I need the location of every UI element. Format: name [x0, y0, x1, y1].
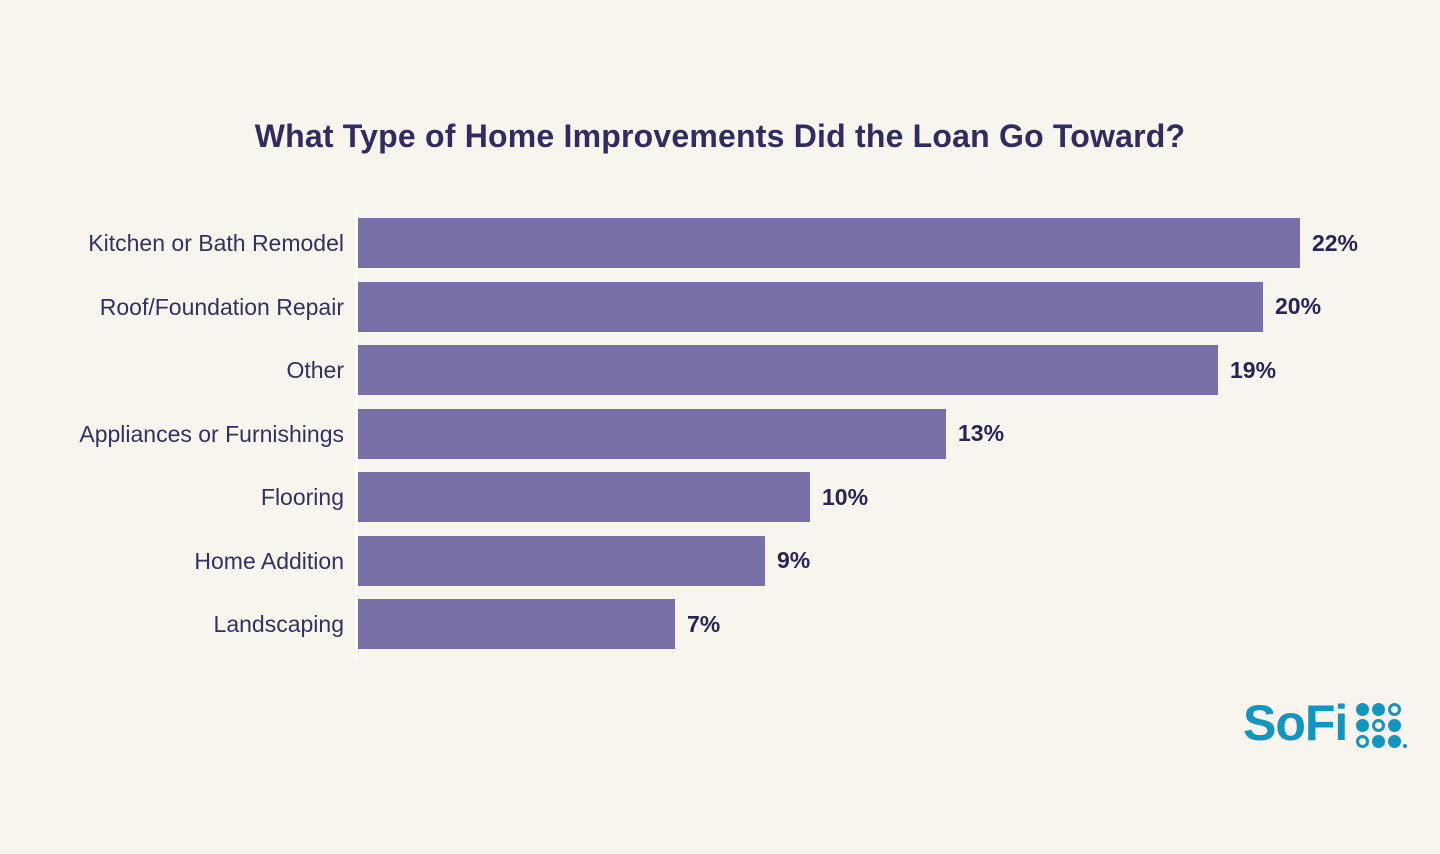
- bar: [358, 218, 1300, 268]
- sofi-dot-filled: [1372, 702, 1386, 716]
- bar-row: Flooring 10%: [261, 472, 1358, 522]
- value-label: 7%: [687, 610, 721, 637]
- bar-row: Kitchen or Bath Remodel 22%: [88, 218, 1358, 268]
- value-label: 22%: [1311, 229, 1358, 256]
- bar: [358, 408, 946, 459]
- sofi-dot-filled: [1356, 702, 1370, 716]
- bar: [358, 599, 675, 649]
- category-label: Home Addition: [194, 547, 344, 574]
- sofi-dot-filled: [1388, 734, 1402, 748]
- bar-row: Landscaping 7%: [214, 599, 1358, 649]
- value-label: 19%: [1230, 356, 1277, 383]
- sofi-dot-outline: [1372, 718, 1386, 732]
- category-label: Appliances or Furnishings: [79, 420, 344, 447]
- bar-row: Other 19%: [286, 345, 1358, 395]
- category-label: Flooring: [260, 484, 344, 510]
- value-label: 9%: [777, 547, 811, 573]
- sofi-dot-outline: [1388, 702, 1402, 716]
- chart-title: What Type of Home Improvements Did the L…: [254, 118, 1186, 154]
- value-label: 20%: [1275, 293, 1322, 319]
- category-label: Kitchen or Bath Remodel: [88, 230, 344, 256]
- sofi-dot-outline: [1356, 734, 1370, 748]
- bar: [358, 472, 810, 522]
- value-label: 10%: [822, 483, 869, 510]
- sofi-trademark-dot: [1403, 743, 1408, 748]
- bar-chart: Kitchen or Bath Remodel 22% Roof/Foundatio…: [79, 218, 1358, 649]
- bar: [358, 345, 1218, 395]
- sofi-logo: SoFi: [1243, 695, 1408, 751]
- sofi-dot-grid-icon: [1356, 702, 1408, 748]
- bar-row: Appliances or Furnishings 13%: [79, 408, 1358, 459]
- bar-row: Roof/Foundation Repair 20%: [100, 281, 1358, 332]
- category-label: Roof/Foundation Repair: [99, 293, 344, 320]
- sofi-dot-filled: [1356, 718, 1370, 732]
- sofi-dot-filled: [1388, 718, 1402, 732]
- sofi-dot-filled: [1372, 734, 1386, 748]
- bar: [358, 281, 1263, 332]
- sofi-wordmark: SoFi: [1243, 695, 1348, 751]
- bar-row: Home Addition 9%: [194, 535, 1358, 586]
- value-label: 13%: [958, 420, 1005, 446]
- bar: [358, 535, 765, 586]
- y-axis-line: [355, 209, 357, 659]
- category-label: Landscaping: [213, 611, 344, 637]
- category-label: Other: [286, 357, 344, 383]
